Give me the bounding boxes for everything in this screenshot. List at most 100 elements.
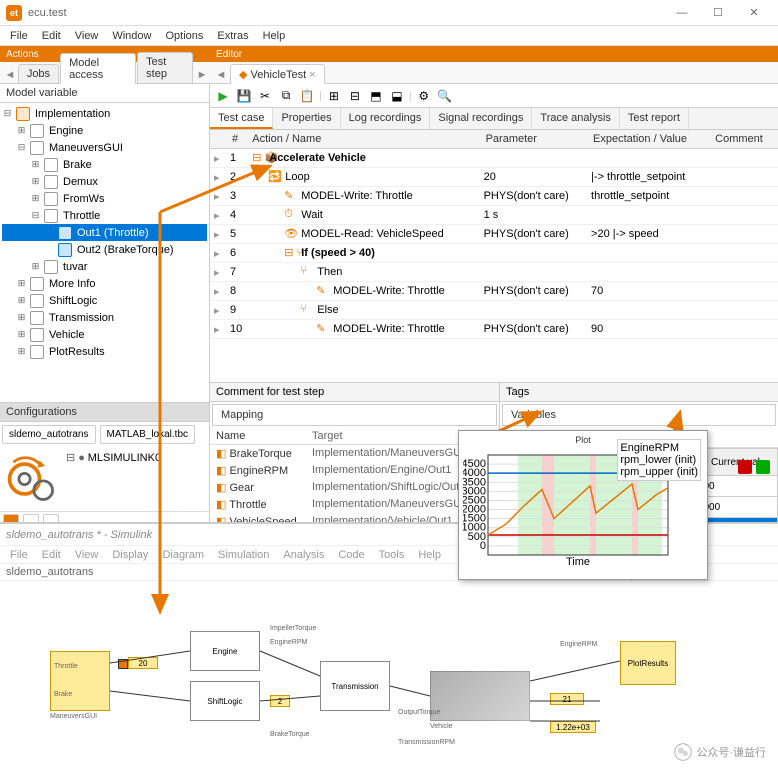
close-button[interactable]: ✕ — [736, 2, 772, 24]
column-header[interactable]: Expectation / Value — [587, 130, 709, 149]
mapping-tab[interactable]: Mapping — [212, 404, 497, 426]
tab-test-step[interactable]: Test step — [137, 52, 193, 83]
tree-toggle-icon[interactable]: ⊞ — [16, 329, 27, 340]
test-step-row[interactable]: ▸9⑂Else — [210, 301, 778, 320]
simulink-block[interactable] — [430, 671, 530, 721]
tree-item[interactable]: Out1 (Throttle) — [2, 224, 207, 241]
sim-menu-tools[interactable]: Tools — [373, 547, 411, 563]
menu-options[interactable]: Options — [159, 28, 209, 44]
tool-d[interactable]: ⬓ — [388, 87, 406, 105]
tool-f[interactable]: 🔍 — [436, 87, 454, 105]
test-step-row[interactable]: ▸3✎MODEL-Write: ThrottlePHYS(don't care)… — [210, 187, 778, 206]
config-tab[interactable]: MATLAB_lokal.tbc — [100, 425, 196, 444]
config-tab[interactable]: sldemo_autotrans — [2, 425, 96, 444]
tab-next-icon[interactable]: ► — [195, 67, 209, 83]
run-button[interactable]: ▶ — [214, 87, 232, 105]
tree-item[interactable]: ⊞FromWs — [2, 190, 207, 207]
menu-view[interactable]: View — [69, 28, 105, 44]
subtab-log-recordings[interactable]: Log recordings — [341, 108, 431, 129]
mapping-rows[interactable]: ◧ BrakeTorqueImplementation/ManeuversGUI… — [210, 445, 499, 530]
sim-menu-simulation[interactable]: Simulation — [212, 547, 275, 563]
simulink-block[interactable]: ShiftLogic — [190, 681, 260, 721]
mapping-row[interactable]: ◧ ThrottleImplementation/ManeuversGUI/Ou… — [210, 496, 499, 513]
menu-extras[interactable]: Extras — [211, 28, 254, 44]
variables-tab[interactable]: Variables — [502, 404, 776, 426]
sim-menu-analysis[interactable]: Analysis — [277, 547, 330, 563]
simulink-block[interactable]: 21 — [550, 693, 584, 705]
tab-jobs[interactable]: Jobs — [18, 64, 59, 83]
test-step-row[interactable]: ▸10✎MODEL-Write: ThrottlePHYS(don't care… — [210, 320, 778, 339]
sim-menu-code[interactable]: Code — [332, 547, 370, 563]
simulink-block[interactable]: 2 — [270, 695, 290, 707]
simulink-block[interactable]: Transmission — [320, 661, 390, 711]
tree-toggle-icon[interactable]: ⊞ — [16, 346, 27, 357]
tree-toggle-icon[interactable]: ⊞ — [30, 261, 41, 272]
tool-e[interactable]: ⚙ — [415, 87, 433, 105]
minimize-button[interactable]: — — [664, 2, 700, 24]
tree-toggle-icon[interactable]: ⊟ — [2, 108, 13, 119]
simulink-canvas[interactable]: ManeuversGUIThrottleBrake20EngineShiftLo… — [0, 581, 778, 761]
tree-toggle-icon[interactable]: ⊟ — [30, 210, 41, 221]
tree-item[interactable]: ⊞Vehicle — [2, 326, 207, 343]
test-step-row[interactable]: ▸5👁MODEL-Read: VehicleSpeedPHYS(don't ca… — [210, 225, 778, 244]
subtab-trace-analysis[interactable]: Trace analysis — [532, 108, 620, 129]
test-step-row[interactable]: ▸8✎MODEL-Write: ThrottlePHYS(don't care)… — [210, 282, 778, 301]
sim-menu-edit[interactable]: Edit — [36, 547, 67, 563]
test-step-row[interactable]: ▸1⊟ 📦Accelerate Vehicle — [210, 149, 778, 168]
tree-toggle-icon[interactable]: ⊞ — [30, 176, 41, 187]
tree-toggle-icon[interactable]: ⊟ — [16, 142, 27, 153]
subtab-signal-recordings[interactable]: Signal recordings — [430, 108, 532, 129]
subtab-test-report[interactable]: Test report — [620, 108, 689, 129]
tree-toggle-icon[interactable]: ⊞ — [16, 125, 27, 136]
maximize-button[interactable]: ☐ — [700, 2, 736, 24]
tree-item[interactable]: ⊞Demux — [2, 173, 207, 190]
tool-paste[interactable]: 📋 — [298, 87, 316, 105]
tree-item[interactable]: ⊟Throttle — [2, 207, 207, 224]
mapping-row[interactable]: ◧ EngineRPMImplementation/Engine/Out1 — [210, 462, 499, 479]
test-step-row[interactable]: ▸7⑂Then — [210, 263, 778, 282]
mapping-row[interactable]: ◧ GearImplementation/ShiftLogic/Out1 — [210, 479, 499, 496]
plot-overlay[interactable]: Plot 05001000150020002500300035004000450… — [458, 430, 708, 580]
column-header[interactable]: Comment — [709, 130, 778, 149]
tool-cut[interactable]: ✂ — [256, 87, 274, 105]
test-step-row[interactable]: ▸4⏱Wait1 s — [210, 206, 778, 225]
tool-copy[interactable]: ⧉ — [277, 87, 295, 105]
tree-item[interactable]: ⊞PlotResults — [2, 343, 207, 360]
simulink-block[interactable] — [50, 651, 110, 711]
tree-item[interactable]: ⊞ShiftLogic — [2, 292, 207, 309]
sim-menu-help[interactable]: Help — [412, 547, 447, 563]
editor-tab-vehicletest[interactable]: ◆ VehicleTest × — [230, 64, 325, 84]
tree-item[interactable]: ⊞More Info — [2, 275, 207, 292]
close-tab-icon[interactable]: × — [309, 69, 315, 81]
subtab-test-case[interactable]: Test case — [210, 108, 273, 129]
column-header[interactable] — [210, 130, 226, 149]
column-header[interactable]: Parameter — [480, 130, 587, 149]
simulink-block[interactable]: Engine — [190, 631, 260, 671]
tree-toggle-icon[interactable]: ⊞ — [30, 193, 41, 204]
menu-file[interactable]: File — [4, 28, 34, 44]
tree-item[interactable]: Out2 (BrakeTorque) — [2, 241, 207, 258]
tool-c[interactable]: ⬒ — [367, 87, 385, 105]
tree-item[interactable]: ⊞Transmission — [2, 309, 207, 326]
menu-window[interactable]: Window — [106, 28, 157, 44]
sim-menu-view[interactable]: View — [69, 547, 105, 563]
play-button[interactable] — [756, 460, 770, 474]
tree-item[interactable]: ⊞Engine — [2, 122, 207, 139]
editor-tab-prev-icon[interactable]: ◄ — [213, 67, 229, 83]
test-step-row[interactable]: ▸2🔁Loop20|-> throttle_setpoint — [210, 168, 778, 187]
model-tree[interactable]: ⊟Implementation⊞Engine⊟ManeuversGUI⊞Brak… — [0, 103, 209, 402]
tab-model-access[interactable]: Model access — [60, 53, 136, 84]
tree-toggle-icon[interactable]: ⊞ — [30, 159, 41, 170]
subtab-properties[interactable]: Properties — [273, 108, 340, 129]
tool-b[interactable]: ⊟ — [346, 87, 364, 105]
simulink-block[interactable]: 1.22e+03 — [550, 721, 596, 733]
menu-help[interactable]: Help — [257, 28, 292, 44]
column-header[interactable]: # — [226, 130, 246, 149]
tree-item[interactable]: ⊞Brake — [2, 156, 207, 173]
menu-edit[interactable]: Edit — [36, 28, 67, 44]
sim-menu-diagram[interactable]: Diagram — [156, 547, 210, 563]
sim-menu-display[interactable]: Display — [106, 547, 154, 563]
tree-toggle-icon[interactable]: ⊞ — [16, 278, 27, 289]
record-button[interactable] — [738, 460, 752, 474]
simulink-block[interactable]: PlotResults — [620, 641, 676, 685]
